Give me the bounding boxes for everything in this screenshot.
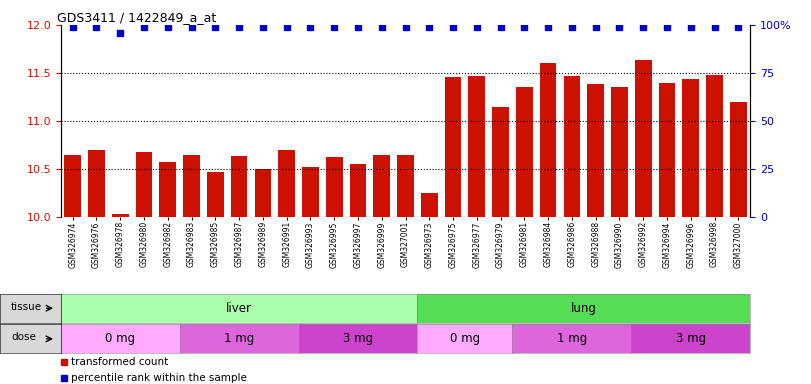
- Bar: [302, 167, 319, 217]
- Bar: [64, 155, 81, 217]
- Bar: [706, 75, 723, 217]
- Bar: [350, 164, 367, 217]
- Text: 1 mg: 1 mg: [224, 333, 254, 345]
- Bar: [135, 152, 152, 217]
- Bar: [207, 172, 224, 217]
- Text: transformed count: transformed count: [71, 358, 168, 367]
- Text: percentile rank within the sample: percentile rank within the sample: [71, 373, 247, 383]
- Bar: [492, 107, 509, 217]
- Bar: [183, 155, 200, 217]
- Bar: [540, 63, 556, 217]
- Bar: [682, 79, 699, 217]
- Text: dose: dose: [11, 333, 36, 343]
- Bar: [397, 155, 414, 217]
- Text: GDS3411 / 1422849_a_at: GDS3411 / 1422849_a_at: [58, 11, 217, 24]
- Text: liver: liver: [226, 302, 252, 314]
- Text: lung: lung: [571, 302, 597, 314]
- Bar: [112, 214, 129, 217]
- Bar: [255, 169, 271, 217]
- Bar: [421, 193, 438, 217]
- Text: 3 mg: 3 mg: [343, 333, 373, 345]
- Text: 0 mg: 0 mg: [105, 333, 135, 345]
- Bar: [444, 77, 461, 217]
- Bar: [160, 162, 176, 217]
- Bar: [469, 76, 485, 217]
- Bar: [516, 88, 533, 217]
- Bar: [611, 88, 628, 217]
- Text: 1 mg: 1 mg: [557, 333, 587, 345]
- Bar: [730, 102, 747, 217]
- Bar: [231, 156, 247, 217]
- Text: tissue: tissue: [11, 302, 42, 312]
- Text: 0 mg: 0 mg: [450, 333, 480, 345]
- Bar: [326, 157, 342, 217]
- Text: 3 mg: 3 mg: [676, 333, 706, 345]
- Bar: [373, 155, 390, 217]
- Bar: [278, 150, 295, 217]
- Bar: [659, 83, 676, 217]
- Bar: [635, 60, 651, 217]
- Bar: [587, 84, 604, 217]
- Bar: [564, 76, 580, 217]
- Bar: [88, 150, 105, 217]
